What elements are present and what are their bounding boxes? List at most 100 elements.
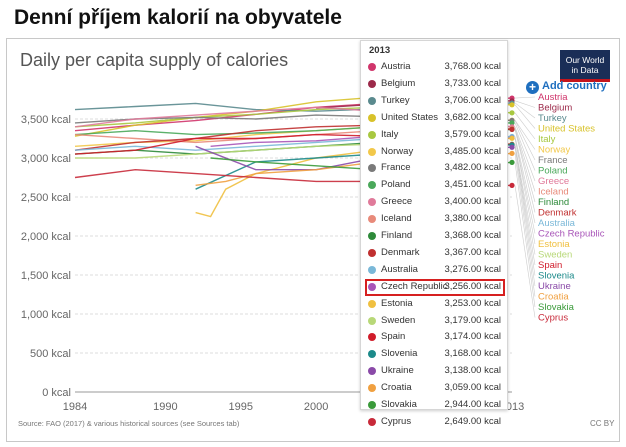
series-color-dot — [368, 282, 376, 291]
tooltip-value: 3,482.00 kcal — [444, 162, 501, 174]
label-leader-line — [514, 147, 536, 287]
source-note[interactable]: Source: FAO (2017) & various historical … — [18, 419, 240, 428]
plus-icon: + — [526, 81, 539, 94]
tooltip-country: Sweden — [381, 314, 416, 326]
series-label: Croatia — [538, 292, 569, 303]
label-leader-line — [514, 100, 536, 108]
tooltip-row: Slovenia 3,168.00 kcal — [365, 346, 505, 363]
label-leader-line — [514, 128, 536, 192]
series-end-marker — [509, 150, 515, 156]
label-leader-line — [514, 120, 536, 150]
series-end-marker — [509, 182, 515, 188]
tooltip-row: Ukraine 3,138.00 kcal — [365, 363, 505, 380]
owid-logo[interactable]: Our World in Data — [560, 50, 610, 82]
y-tick-label: 2,000 kcal — [21, 231, 71, 243]
tooltip-value: 3,400.00 kcal — [444, 196, 501, 208]
label-leader-line — [514, 185, 536, 318]
tooltip-country: Denmark — [381, 246, 420, 258]
tooltip-value: 3,059.00 kcal — [444, 382, 501, 394]
tooltip-value: 3,368.00 kcal — [444, 230, 501, 241]
series-label: France — [538, 155, 568, 166]
tooltip-row: Italy 3,579.00 kcal — [365, 127, 505, 144]
tooltip-value: 3,256.00 kcal — [444, 280, 501, 292]
tooltip-value: 3,138.00 kcal — [444, 365, 501, 377]
series-color-dot — [368, 130, 376, 139]
series-label: Estonia — [538, 239, 570, 250]
tooltip-value: 3,451.00 kcal — [444, 179, 501, 191]
y-tick-label: 2,500 kcal — [21, 192, 71, 204]
label-leader-line — [514, 129, 536, 213]
tooltip-value: 2,649.00 kcal — [444, 415, 501, 427]
label-leader-line — [514, 122, 536, 171]
series-color-dot — [368, 350, 376, 359]
tooltip-country: Greece — [381, 196, 413, 208]
series-color-dot — [368, 384, 376, 393]
add-country-label: Add country — [542, 80, 607, 92]
series-label: Sweden — [538, 250, 572, 261]
label-leader-line — [514, 96, 536, 99]
series-label: United States — [538, 124, 595, 135]
y-tick-label: 500 kcal — [30, 348, 71, 360]
x-tick-label: 1995 — [229, 401, 253, 413]
tooltip-country: Norway — [381, 145, 414, 157]
tooltip-value: 3,276.00 kcal — [444, 263, 501, 275]
tooltip-row: France 3,482.00 kcal — [365, 160, 505, 177]
label-leader-line — [514, 129, 536, 203]
series-color-dot — [368, 147, 376, 156]
logo-line-1: Our World — [565, 55, 605, 65]
tooltip-country: Czech Republic — [381, 280, 448, 292]
series-label: Australia — [538, 218, 576, 229]
tooltip-row: Australia 3,276.00 kcal — [365, 262, 505, 279]
tooltip-value: 3,253.00 kcal — [444, 297, 501, 309]
series-color-dot — [368, 367, 376, 376]
tooltip-country: Slovakia — [381, 399, 417, 410]
x-tick-label: 1984 — [63, 401, 87, 413]
tooltip-row: Slovakia 2,944.00 kcal — [365, 397, 505, 414]
series-color-dot — [368, 96, 376, 105]
series-label: Iceland — [538, 187, 569, 198]
tooltip-country: Cyprus — [381, 415, 412, 427]
tooltip-value: 3,179.00 kcal — [444, 314, 501, 326]
series-label: Turkey — [538, 113, 567, 124]
series-label: Denmark — [538, 208, 577, 219]
year-tooltip: 2013 Austria 3,768.00 kcal Belgium 3,733.00… — [360, 40, 508, 427]
series-end-marker — [509, 126, 515, 132]
tooltip-row: Spain 3,174.00 kcal — [365, 329, 505, 346]
tooltip-year: 2013 — [369, 45, 391, 56]
label-leader-line — [514, 102, 536, 119]
add-country-button[interactable]: + Add country — [526, 80, 607, 94]
series-label: Finland — [538, 197, 569, 208]
series-color-dot — [368, 316, 376, 325]
page-heading: Denní příjem kalorií na obyvatele — [14, 6, 342, 29]
tooltip-row: United States 3,682.00 kcal — [365, 110, 505, 127]
label-leader-line — [514, 104, 536, 129]
label-leader-line — [514, 143, 536, 255]
label-leader-line — [514, 138, 536, 245]
tooltip-row: Finland 3,368.00 kcal — [365, 228, 505, 245]
series-label: Cyprus — [538, 313, 568, 324]
label-leader-line — [514, 137, 536, 234]
series-color-dot — [368, 232, 376, 240]
tooltip-row: Denmark 3,367.00 kcal — [365, 245, 505, 262]
tooltip-value: 3,706.00 kcal — [444, 94, 501, 106]
series-color-dot — [368, 113, 376, 122]
license-link[interactable]: CC BY — [590, 419, 615, 428]
label-leader-line — [514, 112, 536, 140]
tooltip-row: Turkey 3,706.00 kcal — [365, 93, 505, 110]
series-label: Ukraine — [538, 281, 571, 292]
label-leader-line — [514, 120, 536, 161]
label-leader-line — [514, 153, 536, 297]
tooltip-country: Spain — [381, 331, 406, 343]
series-end-marker — [509, 120, 515, 126]
tooltip-country: Estonia — [381, 297, 413, 309]
series-label: Slovenia — [538, 271, 575, 282]
logo-line-2: in Data — [571, 65, 599, 75]
tooltip-row: Estonia 3,253.00 kcal — [365, 296, 505, 313]
series-label: Poland — [538, 166, 568, 177]
tooltip-country: Italy — [381, 128, 399, 140]
tooltip-country: United States — [381, 111, 439, 123]
tooltip-row: Norway 3,485.00 kcal — [365, 144, 505, 161]
logo-bar — [560, 79, 610, 82]
tooltip-country: Croatia — [381, 382, 412, 394]
tooltip-country: Slovenia — [381, 348, 418, 360]
